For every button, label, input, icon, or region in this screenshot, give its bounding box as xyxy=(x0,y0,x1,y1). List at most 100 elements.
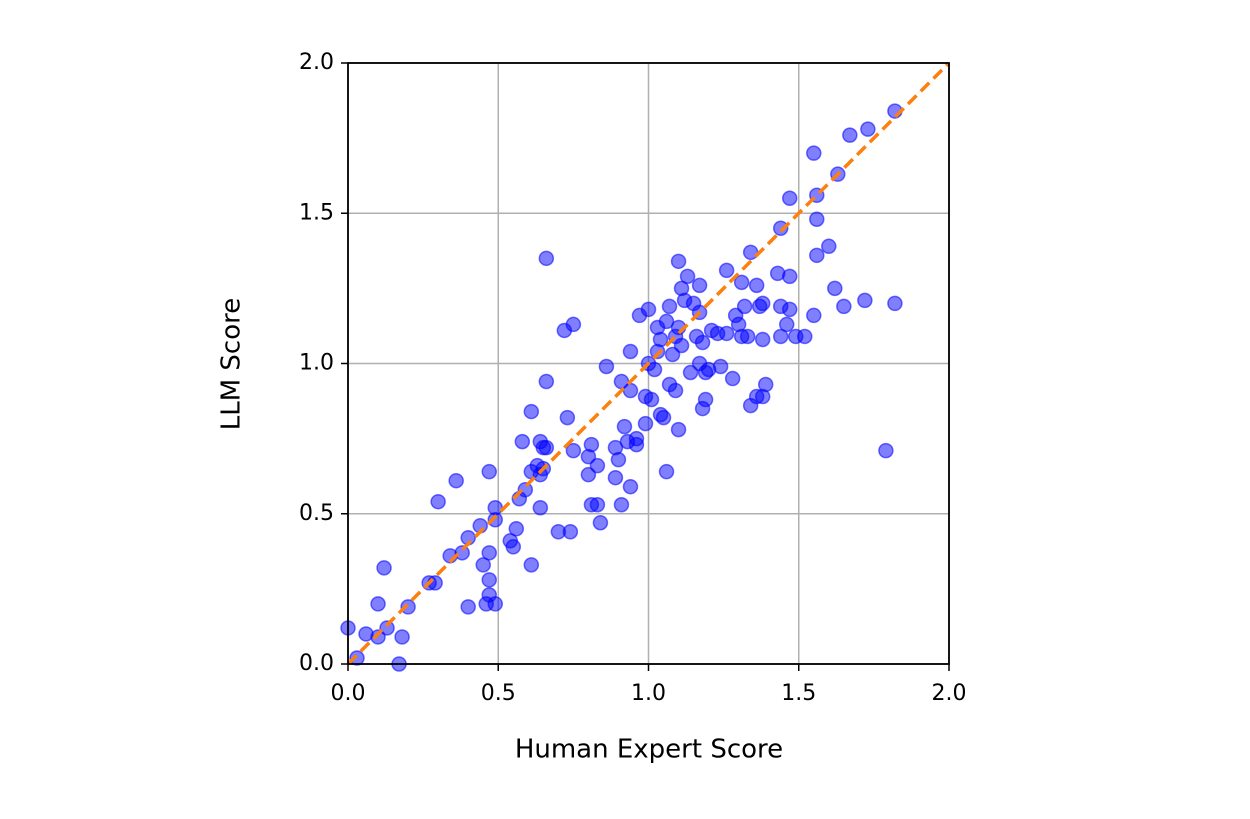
point xyxy=(772,328,789,345)
point xyxy=(643,391,660,408)
point xyxy=(454,545,470,561)
point xyxy=(622,478,639,495)
point xyxy=(724,370,741,387)
point xyxy=(376,560,392,576)
point xyxy=(809,211,825,228)
point xyxy=(754,331,771,348)
point xyxy=(781,301,798,318)
y-axis-label: LLM Score xyxy=(217,298,247,431)
point xyxy=(679,268,696,285)
point xyxy=(878,442,894,459)
point xyxy=(697,391,714,408)
point xyxy=(505,539,522,555)
point xyxy=(670,253,687,270)
point xyxy=(538,439,555,456)
point xyxy=(481,545,497,561)
point xyxy=(622,382,639,399)
point xyxy=(836,298,852,315)
x-tick-label: 0.0 xyxy=(331,681,366,706)
point xyxy=(565,316,582,333)
point xyxy=(592,515,609,531)
y-tick-label: 1.5 xyxy=(299,200,334,225)
point xyxy=(797,328,813,345)
point xyxy=(754,295,771,312)
point xyxy=(610,451,627,468)
x-tick-label: 1.5 xyxy=(781,681,816,706)
point xyxy=(778,316,795,333)
point xyxy=(655,409,672,426)
point xyxy=(718,325,735,342)
point xyxy=(742,244,759,261)
point xyxy=(694,334,711,351)
point xyxy=(670,421,687,438)
y-tick-label: 0.0 xyxy=(299,651,334,676)
point xyxy=(616,418,633,435)
point xyxy=(487,596,503,612)
point xyxy=(583,436,600,453)
point xyxy=(514,433,531,450)
point xyxy=(658,463,675,480)
point xyxy=(517,481,534,498)
point xyxy=(739,328,756,345)
point xyxy=(394,629,410,645)
point xyxy=(532,499,549,516)
point xyxy=(860,121,876,137)
point xyxy=(559,409,576,426)
point xyxy=(400,599,416,615)
point xyxy=(658,313,675,330)
point xyxy=(379,620,395,636)
reference-line xyxy=(346,61,951,666)
point xyxy=(806,145,822,161)
point xyxy=(370,629,386,645)
point xyxy=(748,277,765,294)
point xyxy=(827,280,843,297)
point xyxy=(481,572,497,588)
point xyxy=(370,596,386,612)
point xyxy=(430,493,446,510)
point xyxy=(613,496,630,513)
point xyxy=(607,469,624,486)
point xyxy=(691,277,708,294)
point xyxy=(475,557,491,573)
y-tick-label: 2.0 xyxy=(299,50,334,75)
point xyxy=(622,343,639,360)
point xyxy=(842,127,858,143)
x-axis-label: Human Expert Score xyxy=(515,735,783,765)
point xyxy=(538,250,555,267)
point xyxy=(481,463,497,480)
plot-frame xyxy=(347,62,950,665)
point xyxy=(562,524,579,540)
point xyxy=(821,238,837,255)
point xyxy=(781,268,798,285)
point xyxy=(652,331,669,348)
point xyxy=(523,403,540,420)
point xyxy=(487,499,503,516)
point xyxy=(887,295,903,312)
point xyxy=(589,457,606,474)
point xyxy=(673,337,690,354)
point xyxy=(664,346,681,363)
x-tick-label: 1.0 xyxy=(631,681,666,706)
point xyxy=(809,247,825,264)
point xyxy=(857,292,873,309)
point xyxy=(460,599,476,615)
y-tick-label: 1.0 xyxy=(299,351,334,376)
point xyxy=(646,361,663,378)
point xyxy=(523,557,540,573)
point xyxy=(682,364,699,381)
point xyxy=(661,298,678,315)
point xyxy=(667,382,684,399)
point xyxy=(448,472,464,489)
point xyxy=(733,274,750,291)
point xyxy=(508,521,525,537)
point xyxy=(718,262,735,279)
point xyxy=(349,650,365,666)
point xyxy=(712,358,729,375)
x-tick-label: 0.5 xyxy=(481,681,516,706)
y-tick-label: 0.5 xyxy=(299,501,334,526)
point xyxy=(772,220,789,237)
point xyxy=(628,436,645,453)
point xyxy=(757,376,774,393)
point xyxy=(781,190,798,206)
